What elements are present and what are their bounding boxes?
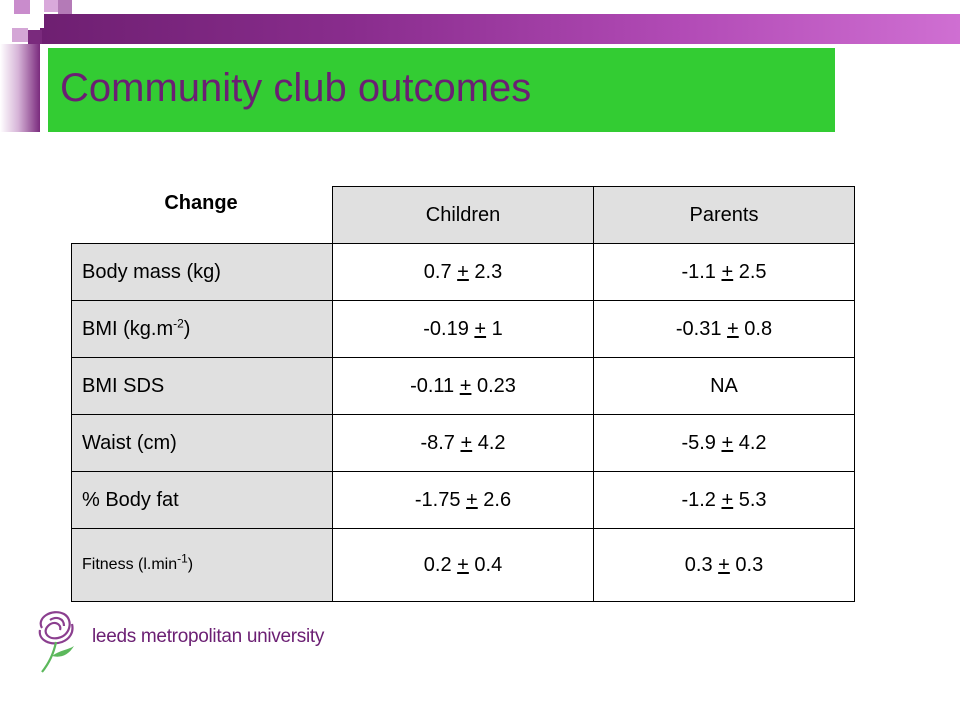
table-row: % Body fat -1.75 + 2.6 -1.2 + 5.3 xyxy=(71,471,855,529)
plus-minus-sign: + xyxy=(457,553,469,576)
cell-mean: NA xyxy=(710,374,738,397)
plus-minus-sign: + xyxy=(457,260,469,283)
outcomes-table: Children Parents Body mass (kg) 0.7 + 2.3… xyxy=(71,186,855,602)
row-label-superscript: -1 xyxy=(177,551,188,566)
cell-sd: 0.8 xyxy=(744,317,773,340)
row-label-text: Waist (cm) xyxy=(82,431,177,454)
cell-sd: 0.4 xyxy=(474,553,503,576)
plus-minus-sign: + xyxy=(721,260,734,283)
row-label-text: % Body fat xyxy=(82,488,179,511)
cell-mean: -1.75 xyxy=(414,488,461,511)
plus-minus-sign: + xyxy=(474,317,487,340)
deco-square xyxy=(12,28,28,42)
plus-minus-sign: + xyxy=(466,488,478,511)
table-row: Waist (cm) -8.7 + 4.2 -5.9 + 4.2 xyxy=(71,414,855,472)
plus-minus-sign: + xyxy=(460,431,473,454)
cell-sd: 5.3 xyxy=(738,488,767,511)
row-label: Fitness (l.min-1) xyxy=(71,528,333,602)
deco-square xyxy=(28,30,42,44)
table-row: Fitness (l.min-1) 0.2 + 0.4 0.3 + 0.3 xyxy=(71,528,855,602)
cell-sd: 2.3 xyxy=(474,260,503,283)
cell-mean: -8.7 xyxy=(420,431,455,454)
deco-square xyxy=(44,0,58,12)
table-body: Body mass (kg) 0.7 + 2.3 -1.1 + 2.5 BMI (kg… xyxy=(71,243,855,602)
cell-parents: -0.31 + 0.8 xyxy=(593,300,855,358)
table-row: BMI (kg.m-2) -0.19 + 1 -0.31 + 0.8 xyxy=(71,300,855,358)
plus-minus-sign: + xyxy=(459,374,472,397)
deco-square xyxy=(58,0,72,14)
row-label-text: Body mass (kg) xyxy=(82,260,221,283)
row-label: Body mass (kg) xyxy=(71,243,333,301)
cell-parents: 0.3 + 0.3 xyxy=(593,528,855,602)
cell-sd: 4.2 xyxy=(738,431,767,454)
cell-mean: -0.11 xyxy=(410,374,455,397)
cell-sd: 2.5 xyxy=(738,260,767,283)
row-label-text: BMI (kg.m xyxy=(82,317,174,340)
row-label-text: BMI SDS xyxy=(82,374,165,397)
side-band xyxy=(0,44,40,132)
rose-logo-icon xyxy=(38,611,74,673)
row-label: % Body fat xyxy=(71,471,333,529)
cell-children: 0.7 + 2.3 xyxy=(332,243,594,301)
table-row: Body mass (kg) 0.7 + 2.3 -1.1 + 2.5 xyxy=(71,243,855,301)
column-header-parents: Parents xyxy=(593,186,855,244)
cell-mean: 0.3 xyxy=(684,553,713,576)
cell-children: -8.7 + 4.2 xyxy=(332,414,594,472)
cell-parents: -1.2 + 5.3 xyxy=(593,471,855,529)
logo-text: leeds metropolitan university xyxy=(92,626,325,647)
cell-children: 0.2 + 0.4 xyxy=(332,528,594,602)
cell-parents: -5.9 + 4.2 xyxy=(593,414,855,472)
cell-sd: 1 xyxy=(491,317,503,340)
title-bar: Community club outcomes xyxy=(48,48,835,132)
row-label-superscript: -2 xyxy=(173,315,184,330)
row-label-suffix: ) xyxy=(183,317,191,340)
cell-sd: 0.23 xyxy=(476,374,516,397)
cell-mean: -1.1 xyxy=(681,260,716,283)
cell-sd: 2.6 xyxy=(483,488,512,511)
corner-label: Change xyxy=(164,192,238,214)
column-header-children: Children xyxy=(332,186,594,244)
corner-cell xyxy=(72,187,333,244)
deco-square xyxy=(28,14,44,28)
cell-children: -1.75 + 2.6 xyxy=(332,471,594,529)
plus-minus-sign: + xyxy=(718,553,730,576)
cell-mean: 0.2 xyxy=(423,553,452,576)
page-title: Community club outcomes xyxy=(60,66,532,110)
deco-square xyxy=(14,0,30,14)
plus-minus-sign: + xyxy=(721,488,734,511)
cell-sd: 4.2 xyxy=(477,431,506,454)
table-row: BMI SDS -0.11 + 0.23 NA xyxy=(71,357,855,415)
cell-sd: 0.3 xyxy=(735,553,764,576)
row-label: BMI SDS xyxy=(71,357,333,415)
header-row: Children Parents xyxy=(72,186,855,244)
plus-minus-sign: + xyxy=(727,317,739,340)
row-label-suffix: ) xyxy=(187,556,194,573)
row-label: BMI (kg.m-2) xyxy=(71,300,333,358)
row-label-text: Fitness (l.min xyxy=(82,556,178,573)
header-band xyxy=(40,14,960,44)
row-label: Waist (cm) xyxy=(71,414,333,472)
cell-mean: -5.9 xyxy=(681,431,716,454)
cell-parents: NA xyxy=(593,357,855,415)
cell-mean: -0.19 xyxy=(423,317,469,340)
cell-mean: -1.2 xyxy=(681,488,716,511)
cell-mean: 0.7 xyxy=(423,260,452,283)
cell-mean: -0.31 xyxy=(675,317,722,340)
cell-children: -0.19 + 1 xyxy=(332,300,594,358)
cell-children: -0.11 + 0.23 xyxy=(332,357,594,415)
plus-minus-sign: + xyxy=(721,431,734,454)
cell-parents: -1.1 + 2.5 xyxy=(593,243,855,301)
